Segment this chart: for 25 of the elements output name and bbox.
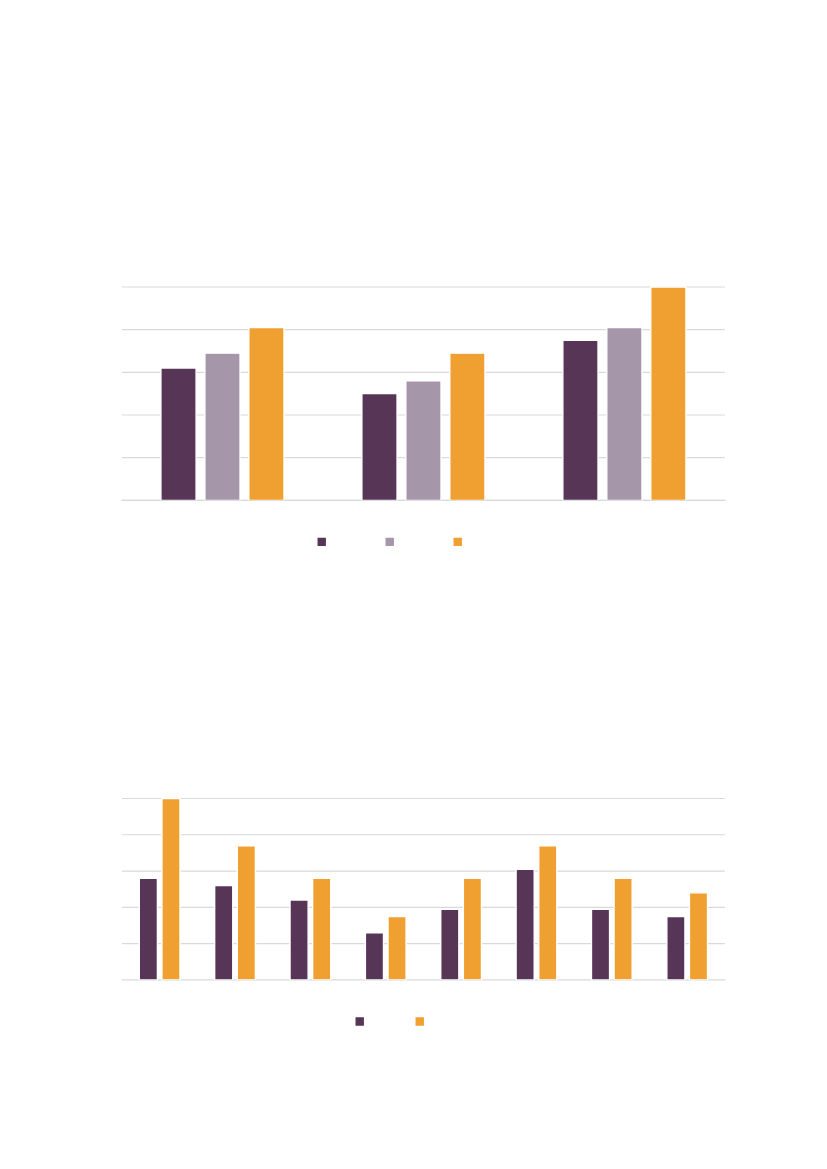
bar [289,899,309,980]
bar [387,915,407,980]
bar [440,908,460,980]
bar [666,915,686,980]
bar [449,352,486,501]
bar [361,392,398,501]
bar [236,844,257,980]
bar [538,844,558,980]
bar [138,877,159,980]
bar [515,868,535,980]
bar [462,877,483,980]
bar [213,884,234,980]
bar [311,877,332,980]
bar [590,908,611,980]
bar [204,352,241,501]
bar [364,932,385,980]
bar [613,877,633,980]
bar [248,326,285,501]
bar [688,892,709,980]
bar [160,367,197,501]
bar [161,797,181,980]
bar [650,286,687,501]
bar [405,380,442,501]
bar [606,326,643,501]
bar [562,339,599,501]
